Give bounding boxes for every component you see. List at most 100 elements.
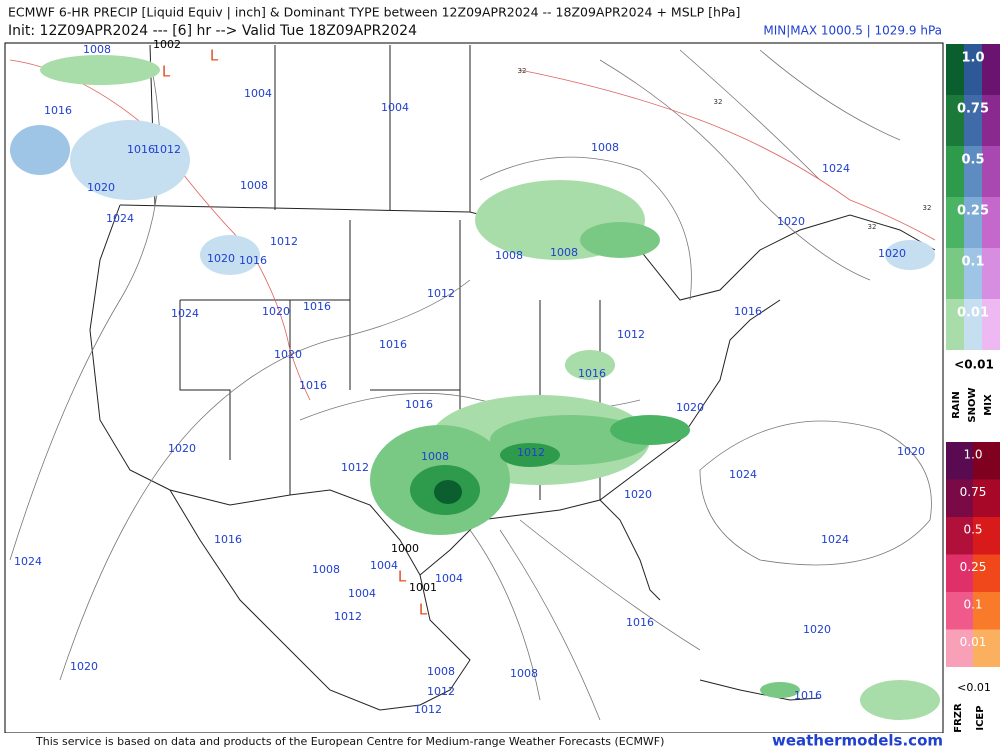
freezing-line — [9, 59, 936, 401]
isobar-label: 1008 — [312, 563, 340, 576]
low-marker: L — [398, 568, 407, 586]
legend-level: 0.1 — [963, 598, 982, 612]
isobar-label: 1016 — [734, 305, 762, 318]
isobar-label: 1020 — [676, 401, 704, 414]
isobars — [9, 49, 932, 721]
footer-bg — [0, 733, 1000, 750]
legend-level: 0.1 — [961, 255, 984, 270]
legend-swatch — [946, 629, 973, 667]
isobar-label: 1024 — [729, 468, 757, 481]
legend-swatch — [964, 95, 982, 146]
isobar-label: 1024 — [106, 212, 134, 225]
isobar-label: 1024 — [171, 307, 199, 320]
isobar-label: 1024 — [822, 162, 850, 175]
legend-swatch — [982, 44, 1000, 95]
isobar-label: 1004 — [244, 87, 272, 100]
isobar-label: 1020 — [777, 215, 805, 228]
legend-type: SNOW — [967, 387, 978, 422]
isobar-label: 1016 — [214, 533, 242, 546]
isobar-label: 1016 — [794, 689, 822, 702]
legend-level: 0.25 — [957, 204, 989, 219]
isobar-label: 1008 — [83, 43, 111, 56]
isobar-label: 1020 — [624, 488, 652, 501]
isobar-label: 1012 — [414, 703, 442, 716]
min-max: MIN|MAX 1000.5 | 1029.9 hPa — [763, 24, 942, 38]
legend: 1.0 0.75 0.5 0.25 0.1 0.01 <0.01 RAIN SNOW MIX 1.0… — [944, 43, 1000, 733]
legend-level: 0.75 — [960, 485, 987, 499]
isobar-label: 1012 — [427, 287, 455, 300]
legend-swatch — [982, 248, 1000, 299]
title: ECMWF 6-HR PRECIP [Liquid Equiv | inch] … — [8, 5, 740, 20]
isobar-label: 1016 — [44, 104, 72, 117]
isobar-label: 1020 — [803, 623, 831, 636]
site: weathermodels.com — [772, 732, 943, 750]
legend-swatch — [964, 146, 982, 197]
isobar-label: 1020 — [87, 181, 115, 194]
precip — [10, 55, 940, 720]
legend-swatch — [973, 479, 1000, 517]
legend-swatch — [973, 554, 1000, 592]
isobar-label: 1008 — [510, 667, 538, 680]
legend-swatch — [946, 442, 973, 480]
legend-level: 0.01 — [960, 635, 987, 649]
legend-swatch — [946, 517, 973, 555]
legend-level: 0.25 — [960, 560, 987, 574]
isobar-label: 1008 — [495, 249, 523, 262]
isobar-label: 1008 — [421, 450, 449, 463]
isobar-label: 1016 — [127, 143, 155, 156]
isobar-label: 1008 — [427, 665, 455, 678]
legend-swatch — [946, 146, 964, 197]
contour-label: 32 — [518, 67, 527, 75]
isobar-label: 1012 — [153, 143, 181, 156]
isobar-label: 1012 — [270, 235, 298, 248]
legend-swatch — [973, 629, 1000, 667]
isobar-label: 1004 — [381, 101, 409, 114]
isobar-label: 1024 — [14, 555, 42, 568]
legend-swatch — [946, 592, 973, 630]
isobar-label: 1024 — [821, 533, 849, 546]
contour-label: 32 — [923, 204, 932, 212]
legend-swatch — [964, 248, 982, 299]
legend-level: 1.0 — [963, 448, 982, 462]
isobar-label: 1012 — [341, 461, 369, 474]
legend-level: 0.75 — [957, 102, 989, 117]
legend-swatch — [982, 146, 1000, 197]
isobar-label: 1008 — [550, 246, 578, 259]
isobar-label: 1020 — [70, 660, 98, 673]
legend-swatch — [982, 197, 1000, 248]
legend-swatch — [982, 299, 1000, 350]
isobar-label: 1016 — [626, 616, 654, 629]
isobar-label: 1020 — [207, 252, 235, 265]
legend-type: MIX — [983, 394, 994, 416]
isobar-label: 1004 — [348, 587, 376, 600]
legend-swatch — [964, 197, 982, 248]
isobar-label: 1016 — [239, 254, 267, 267]
isobar-label: 1020 — [878, 247, 906, 260]
legend-swatch — [946, 554, 973, 592]
legend-level: 0.5 — [961, 153, 984, 168]
legend-swatch — [946, 248, 964, 299]
isobar-label: 1004 — [370, 559, 398, 572]
legend-type: ICEP — [975, 705, 986, 730]
legend-level: 0.01 — [957, 306, 989, 321]
legend-level: 1.0 — [961, 51, 984, 66]
credit: This service is based on data and produc… — [35, 735, 664, 748]
isobar-label: 1004 — [435, 572, 463, 585]
isobar-label: 1002 — [153, 38, 181, 51]
legend-swatch — [946, 44, 964, 95]
legend-swatch — [946, 95, 964, 146]
legend-swatch — [946, 479, 973, 517]
isobar-label: 1020 — [897, 445, 925, 458]
isobar-label: 1012 — [617, 328, 645, 341]
isobar-label: 1020 — [262, 305, 290, 318]
isobar-label: 1001 — [409, 581, 437, 594]
legend-swatch — [973, 442, 1000, 480]
legend-level: 0.5 — [963, 523, 982, 537]
legend-swatch — [973, 592, 1000, 630]
isobar-label: 1016 — [303, 300, 331, 313]
isobar-label: 1008 — [591, 141, 619, 154]
subtitle: Init: 12Z09APR2024 --- [6] hr --> Valid … — [8, 23, 417, 39]
